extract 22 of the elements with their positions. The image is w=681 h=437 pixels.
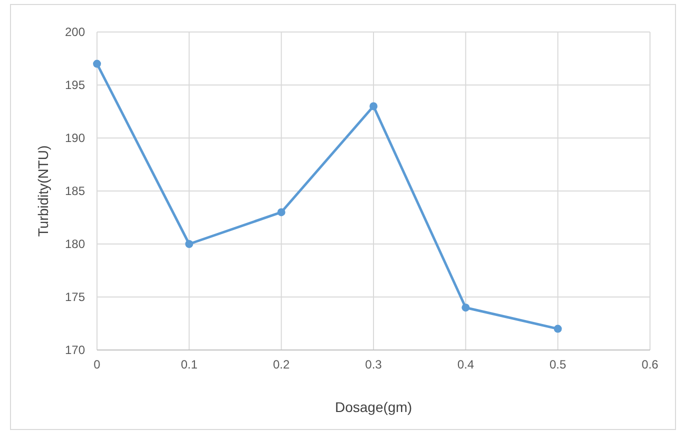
point bbox=[277, 208, 286, 216]
y-tick-label: 190 bbox=[64, 130, 86, 145]
y-tick-label: 175 bbox=[64, 290, 86, 304]
point bbox=[93, 60, 101, 68]
point bbox=[462, 304, 470, 312]
x-tick-label: 0.6 bbox=[642, 358, 659, 372]
y-tick-label: 170 bbox=[64, 342, 86, 357]
y-tick-label: 200 bbox=[64, 24, 86, 39]
point bbox=[185, 240, 194, 248]
x-tick-label: 0 bbox=[94, 358, 101, 372]
y-tick-label: 180 bbox=[64, 236, 86, 251]
x-tick-label: 0.2 bbox=[272, 358, 290, 372]
x-tick-label: 0.3 bbox=[365, 358, 382, 372]
x-axis-title: Dosage(gm) bbox=[334, 399, 412, 415]
x-tick-label: 0.5 bbox=[549, 358, 566, 372]
point bbox=[370, 102, 378, 110]
x-tick-label: 0.1 bbox=[180, 358, 198, 372]
y-axis-title: Turbidity(NTU) bbox=[35, 145, 51, 237]
y-tick-label: 195 bbox=[64, 78, 86, 92]
x-tick-label: 0.4 bbox=[457, 358, 474, 372]
y-tick-label: 185 bbox=[64, 184, 86, 198]
point bbox=[554, 324, 562, 333]
